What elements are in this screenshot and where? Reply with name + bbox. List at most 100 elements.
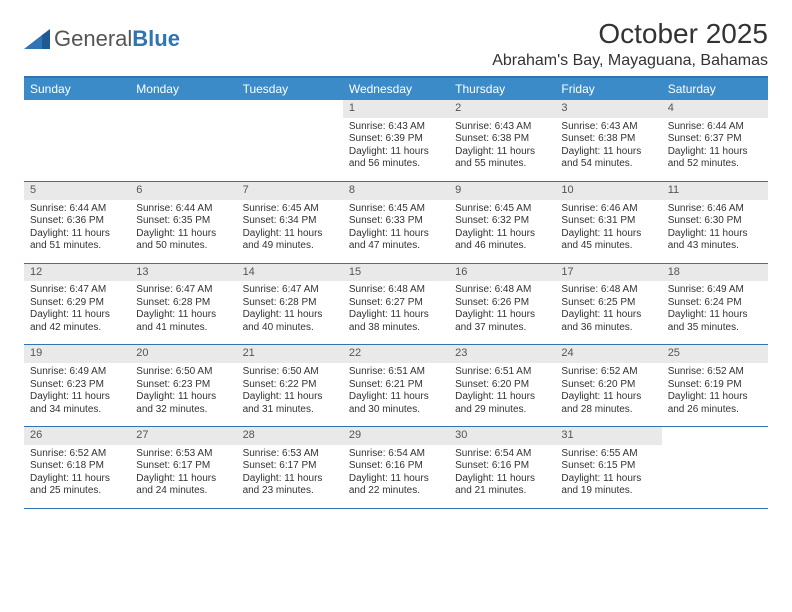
- daylight-line1: Daylight: 11 hours: [668, 228, 762, 241]
- day-body: Sunrise: 6:45 AMSunset: 6:34 PMDaylight:…: [237, 200, 343, 263]
- sunset: Sunset: 6:39 PM: [349, 133, 443, 146]
- day-body: Sunrise: 6:46 AMSunset: 6:30 PMDaylight:…: [662, 200, 768, 263]
- daylight-line1: Daylight: 11 hours: [349, 391, 443, 404]
- month-title: October 2025: [492, 18, 768, 50]
- daylight-line2: and 29 minutes.: [455, 404, 549, 417]
- day-cell: 25Sunrise: 6:52 AMSunset: 6:19 PMDayligh…: [662, 345, 768, 427]
- day-cell: [130, 100, 236, 181]
- day-cell: 4Sunrise: 6:44 AMSunset: 6:37 PMDaylight…: [662, 100, 768, 181]
- daylight-line1: Daylight: 11 hours: [349, 309, 443, 322]
- day-cell: 20Sunrise: 6:50 AMSunset: 6:23 PMDayligh…: [130, 345, 236, 427]
- sunset: Sunset: 6:16 PM: [349, 460, 443, 473]
- calendar-head: SundayMondayTuesdayWednesdayThursdayFrid…: [24, 77, 768, 100]
- day-body: Sunrise: 6:53 AMSunset: 6:17 PMDaylight:…: [130, 445, 236, 508]
- dow-friday: Friday: [555, 77, 661, 100]
- daylight-line1: Daylight: 11 hours: [561, 146, 655, 159]
- day-number: 4: [662, 100, 768, 118]
- day-cell: 30Sunrise: 6:54 AMSunset: 6:16 PMDayligh…: [449, 427, 555, 509]
- dow-thursday: Thursday: [449, 77, 555, 100]
- daylight-line1: Daylight: 11 hours: [668, 309, 762, 322]
- sunset: Sunset: 6:17 PM: [243, 460, 337, 473]
- day-number: 25: [662, 345, 768, 363]
- day-body: Sunrise: 6:46 AMSunset: 6:31 PMDaylight:…: [555, 200, 661, 263]
- week-row: 5Sunrise: 6:44 AMSunset: 6:36 PMDaylight…: [24, 181, 768, 263]
- daylight-line2: and 45 minutes.: [561, 240, 655, 253]
- daylight-line1: Daylight: 11 hours: [30, 473, 124, 486]
- sunrise: Sunrise: 6:50 AM: [136, 366, 230, 379]
- sunset: Sunset: 6:36 PM: [30, 215, 124, 228]
- sunset: Sunset: 6:21 PM: [349, 379, 443, 392]
- day-body: Sunrise: 6:50 AMSunset: 6:22 PMDaylight:…: [237, 363, 343, 426]
- daylight-line1: Daylight: 11 hours: [30, 228, 124, 241]
- sunset: Sunset: 6:23 PM: [136, 379, 230, 392]
- day-cell: 21Sunrise: 6:50 AMSunset: 6:22 PMDayligh…: [237, 345, 343, 427]
- location-title: Abraham's Bay, Mayaguana, Bahamas: [492, 52, 768, 70]
- day-body: Sunrise: 6:43 AMSunset: 6:39 PMDaylight:…: [343, 118, 449, 181]
- sunrise: Sunrise: 6:53 AM: [243, 448, 337, 461]
- dow-tuesday: Tuesday: [237, 77, 343, 100]
- day-body: Sunrise: 6:45 AMSunset: 6:33 PMDaylight:…: [343, 200, 449, 263]
- day-body: Sunrise: 6:54 AMSunset: 6:16 PMDaylight:…: [449, 445, 555, 508]
- daylight-line2: and 47 minutes.: [349, 240, 443, 253]
- day-number: 29: [343, 427, 449, 445]
- day-cell: 16Sunrise: 6:48 AMSunset: 6:26 PMDayligh…: [449, 263, 555, 345]
- day-number: 11: [662, 182, 768, 200]
- sunset: Sunset: 6:29 PM: [30, 297, 124, 310]
- daylight-line1: Daylight: 11 hours: [349, 473, 443, 486]
- sunrise: Sunrise: 6:48 AM: [349, 284, 443, 297]
- daylight-line1: Daylight: 11 hours: [561, 391, 655, 404]
- day-cell: 15Sunrise: 6:48 AMSunset: 6:27 PMDayligh…: [343, 263, 449, 345]
- day-body: Sunrise: 6:48 AMSunset: 6:26 PMDaylight:…: [449, 281, 555, 344]
- day-cell: 11Sunrise: 6:46 AMSunset: 6:30 PMDayligh…: [662, 181, 768, 263]
- day-body: Sunrise: 6:44 AMSunset: 6:37 PMDaylight:…: [662, 118, 768, 181]
- sunset: Sunset: 6:30 PM: [668, 215, 762, 228]
- day-body: Sunrise: 6:51 AMSunset: 6:21 PMDaylight:…: [343, 363, 449, 426]
- sunset: Sunset: 6:19 PM: [668, 379, 762, 392]
- sunrise: Sunrise: 6:49 AM: [668, 284, 762, 297]
- daylight-line1: Daylight: 11 hours: [455, 391, 549, 404]
- day-cell: 27Sunrise: 6:53 AMSunset: 6:17 PMDayligh…: [130, 427, 236, 509]
- day-body: Sunrise: 6:49 AMSunset: 6:24 PMDaylight:…: [662, 281, 768, 344]
- sunrise: Sunrise: 6:52 AM: [561, 366, 655, 379]
- dow-wednesday: Wednesday: [343, 77, 449, 100]
- day-body: Sunrise: 6:45 AMSunset: 6:32 PMDaylight:…: [449, 200, 555, 263]
- day-body: Sunrise: 6:55 AMSunset: 6:15 PMDaylight:…: [555, 445, 661, 508]
- day-number: 17: [555, 264, 661, 282]
- day-number: 10: [555, 182, 661, 200]
- daylight-line1: Daylight: 11 hours: [455, 473, 549, 486]
- day-number: 14: [237, 264, 343, 282]
- day-number: 13: [130, 264, 236, 282]
- daylight-line1: Daylight: 11 hours: [561, 309, 655, 322]
- daylight-line1: Daylight: 11 hours: [349, 146, 443, 159]
- day-number: 5: [24, 182, 130, 200]
- day-number: 3: [555, 100, 661, 118]
- sunset: Sunset: 6:35 PM: [136, 215, 230, 228]
- sunrise: Sunrise: 6:43 AM: [561, 121, 655, 134]
- day-cell: [662, 427, 768, 509]
- daylight-line2: and 42 minutes.: [30, 322, 124, 335]
- day-number: 15: [343, 264, 449, 282]
- sunset: Sunset: 6:28 PM: [243, 297, 337, 310]
- sunset: Sunset: 6:25 PM: [561, 297, 655, 310]
- day-number: 22: [343, 345, 449, 363]
- daylight-line2: and 55 minutes.: [455, 158, 549, 171]
- day-cell: 28Sunrise: 6:53 AMSunset: 6:17 PMDayligh…: [237, 427, 343, 509]
- day-body: Sunrise: 6:49 AMSunset: 6:23 PMDaylight:…: [24, 363, 130, 426]
- day-cell: 7Sunrise: 6:45 AMSunset: 6:34 PMDaylight…: [237, 181, 343, 263]
- daylight-line2: and 31 minutes.: [243, 404, 337, 417]
- logo-text: GeneralBlue: [54, 26, 180, 52]
- day-cell: 10Sunrise: 6:46 AMSunset: 6:31 PMDayligh…: [555, 181, 661, 263]
- day-body: Sunrise: 6:52 AMSunset: 6:19 PMDaylight:…: [662, 363, 768, 426]
- day-number: 21: [237, 345, 343, 363]
- day-cell: 8Sunrise: 6:45 AMSunset: 6:33 PMDaylight…: [343, 181, 449, 263]
- daylight-line1: Daylight: 11 hours: [561, 473, 655, 486]
- dow-monday: Monday: [130, 77, 236, 100]
- day-body: Sunrise: 6:52 AMSunset: 6:18 PMDaylight:…: [24, 445, 130, 508]
- sunrise: Sunrise: 6:43 AM: [455, 121, 549, 134]
- day-number: 2: [449, 100, 555, 118]
- header: GeneralBlue October 2025 Abraham's Bay, …: [24, 18, 768, 70]
- sunset: Sunset: 6:33 PM: [349, 215, 443, 228]
- day-cell: [24, 100, 130, 181]
- day-body: Sunrise: 6:53 AMSunset: 6:17 PMDaylight:…: [237, 445, 343, 508]
- day-number: 27: [130, 427, 236, 445]
